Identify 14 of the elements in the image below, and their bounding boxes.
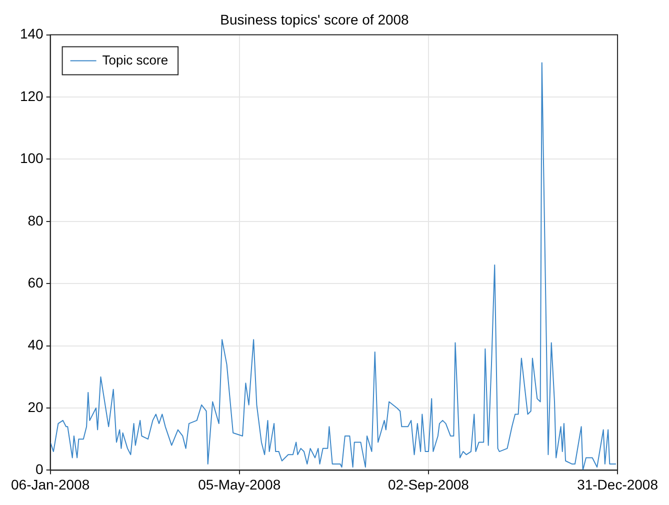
legend-label: Topic score [102,52,168,68]
y-tick-label: 140 [20,26,44,42]
y-tick-label: 80 [28,212,44,228]
x-tick-label: 31-Dec-2008 [577,476,658,492]
x-tick-label: 05-May-2008 [198,476,281,492]
y-tick-label: 120 [20,88,44,104]
x-tick-label: 06-Jan-2008 [10,476,90,492]
y-tick-label: 100 [20,150,44,166]
y-tick-label: 20 [28,398,44,415]
y-tick-label: 60 [28,274,44,290]
x-tick-label: 02-Sep-2008 [388,476,470,492]
chart-title: Business topics' score of 2008 [220,11,410,28]
y-tick-label: 0 [36,461,44,478]
y-tick-label: 40 [28,336,44,353]
